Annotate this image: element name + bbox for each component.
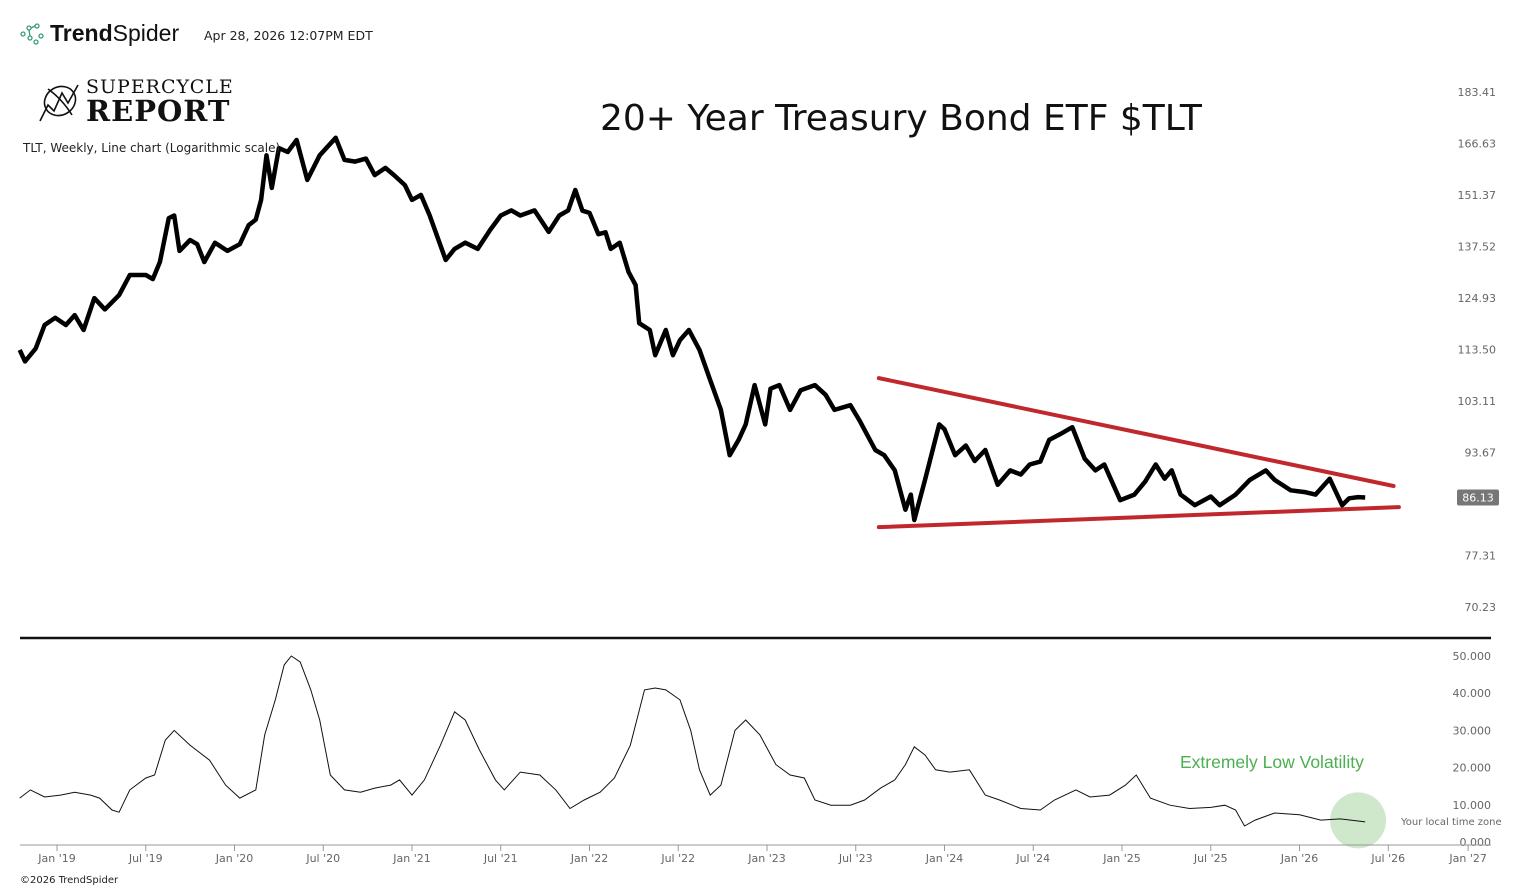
timezone-note: Your local time zone — [1401, 817, 1502, 828]
supercycle-report-logo: SUPERCYCLE REPORT — [38, 76, 234, 128]
chart-description: TLT, Weekly, Line chart (Logarithmic sca… — [23, 141, 281, 155]
x-tick-label: Jan '23 — [747, 852, 785, 865]
trendspider-logo: TrendSpider — [20, 20, 179, 47]
axes: 183.41 166.63 151.37 137.52 124.93 113.50 103.… — [20, 86, 1499, 865]
vol-y-tick: 30.000 — [1453, 724, 1492, 737]
x-tick-label: Jul '23 — [838, 852, 873, 865]
x-tick-label: Jan '27 — [1448, 852, 1486, 865]
price-y-tick: 70.23 — [1465, 601, 1497, 614]
x-tick-label: Jul '20 — [305, 852, 340, 865]
chart-title: 20+ Year Treasury Bond ETF $TLT — [600, 98, 1202, 139]
x-tick-label: Jan '26 — [1280, 852, 1318, 865]
vol-y-tick: 20.000 — [1453, 762, 1492, 775]
price-y-tick: 124.93 — [1458, 292, 1497, 305]
price-y-tick: 137.52 — [1458, 240, 1497, 253]
logo-line1: SUPERCYCLE — [86, 76, 234, 98]
vol-y-tick: 10.000 — [1453, 799, 1492, 812]
volatility-line — [19, 655, 1366, 827]
vol-y-tick: 0.000 — [1460, 836, 1492, 849]
volatility-panel — [19, 655, 1387, 849]
price-line — [17, 135, 1366, 523]
price-y-tick: 183.41 — [1458, 86, 1497, 99]
x-tick-label: Jan '24 — [925, 852, 963, 865]
x-tick-label: Jan '21 — [392, 852, 430, 865]
x-tick-label: Jul '25 — [1193, 852, 1228, 865]
current-price-badge — [1457, 489, 1499, 506]
price-y-tick: 151.37 — [1458, 189, 1497, 202]
timestamp: Apr 28, 2026 12:07PM EDT — [204, 28, 373, 43]
x-tick-label: Jan '22 — [570, 852, 608, 865]
brand-bold: Trend — [50, 20, 113, 46]
volatility-annotation: Extremely Low Volatility — [1180, 752, 1364, 772]
x-tick-label: Jul '24 — [1015, 852, 1050, 865]
logo-line2: REPORT — [86, 94, 231, 128]
globe-chart-logo-icon — [39, 84, 79, 121]
copyright: ©2026 TrendSpider — [20, 875, 119, 886]
price-y-tick: 103.11 — [1458, 395, 1497, 408]
x-tick-label: Jan '19 — [37, 852, 75, 865]
price-y-tick: 93.67 — [1465, 446, 1497, 459]
spider-network-icon — [20, 22, 44, 45]
vol-y-tick: 40.000 — [1453, 687, 1492, 700]
price-panel — [17, 135, 1401, 530]
price-y-tick: 113.50 — [1458, 343, 1497, 356]
x-tick-label: Jan '20 — [215, 852, 253, 865]
price-y-tick: 77.31 — [1465, 549, 1497, 562]
x-tick-label: Jan '25 — [1102, 852, 1140, 865]
vol-y-tick: 50.000 — [1453, 650, 1492, 663]
low-volatility-highlight — [1330, 792, 1387, 849]
trendline-lower-support[interactable] — [876, 505, 1401, 530]
price-y-tick: 166.63 — [1458, 137, 1497, 150]
x-tick-label: Jul '22 — [660, 852, 695, 865]
x-tick-label: Jul '21 — [483, 852, 518, 865]
x-tick-label: Jul '19 — [128, 852, 163, 865]
trendline-upper-resistance[interactable] — [876, 376, 1396, 488]
current-price-label: 86.13 — [1462, 492, 1494, 505]
x-tick-label: Jul '26 — [1370, 852, 1405, 865]
brand-light: Spider — [112, 20, 180, 46]
